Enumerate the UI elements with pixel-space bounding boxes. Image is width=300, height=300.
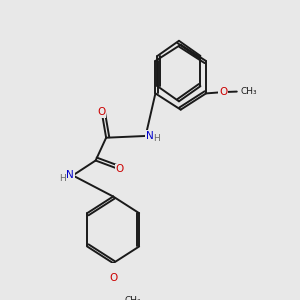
Text: N: N bbox=[66, 170, 74, 180]
Text: N: N bbox=[146, 131, 153, 141]
Text: CH₃: CH₃ bbox=[241, 87, 257, 96]
Text: O: O bbox=[219, 87, 227, 97]
Text: O: O bbox=[98, 107, 106, 117]
Text: H: H bbox=[59, 174, 66, 183]
Text: H: H bbox=[153, 134, 160, 143]
Text: O: O bbox=[115, 164, 123, 174]
Text: CH₃: CH₃ bbox=[125, 296, 142, 300]
Text: O: O bbox=[109, 273, 117, 283]
